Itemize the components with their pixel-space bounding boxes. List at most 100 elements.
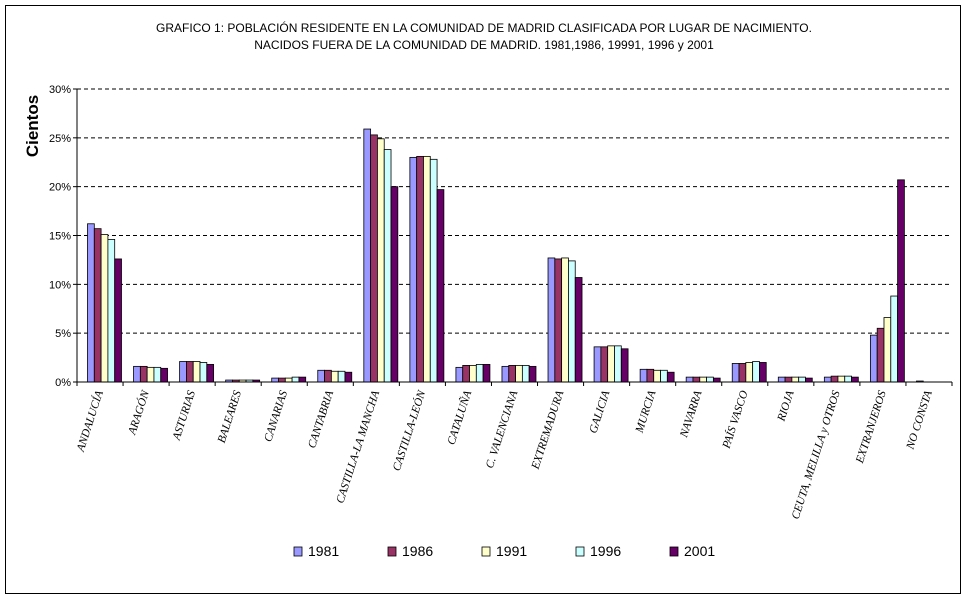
legend-swatch: [293, 546, 303, 557]
bar: [515, 364, 523, 383]
bar: [179, 361, 187, 383]
bar: [160, 367, 168, 383]
bar: [620, 348, 629, 383]
bar: [100, 234, 109, 383]
x-tick-label: CANARIAS: [262, 389, 290, 443]
gridlines: [73, 88, 952, 383]
bar: [666, 371, 675, 383]
legend: 1981 1986 1991 1996 2001: [293, 543, 715, 559]
bar: [501, 365, 510, 383]
bar: [186, 361, 194, 383]
legend-swatch: [481, 546, 491, 557]
bar: [482, 364, 491, 383]
y-tick-label: 25%: [49, 133, 71, 145]
bar: [469, 364, 477, 383]
bar: [692, 376, 701, 383]
legend-label: 1996: [590, 543, 621, 559]
bar: [271, 377, 279, 383]
bar: [390, 186, 399, 383]
bar: [416, 155, 424, 383]
bar: [436, 189, 445, 383]
bar: [614, 345, 622, 383]
bar: [146, 366, 155, 383]
y-tick-label: 20%: [49, 182, 71, 194]
bar: [653, 369, 661, 383]
y-tick-labels: 0% 5% 10% 15% 20% 25% 30%: [49, 84, 71, 389]
bar: [508, 364, 516, 383]
bar: [574, 277, 583, 383]
bar: [759, 362, 767, 383]
x-tick-label: NO CONSTA: [904, 388, 935, 451]
bar: [706, 376, 714, 383]
bar: [93, 228, 102, 383]
bar: [206, 364, 215, 383]
bar: [475, 364, 484, 383]
y-tick-label: 30%: [49, 84, 71, 96]
bar: [528, 365, 537, 383]
legend-swatch: [387, 546, 397, 557]
legend-label: 1991: [496, 543, 527, 559]
x-tick-label: MURCIA: [633, 388, 658, 435]
x-tick-label: EXTREMADURA: [529, 388, 566, 471]
bar: [600, 346, 609, 383]
bar: [798, 376, 806, 383]
bar: [784, 376, 793, 383]
x-tick-label: ASTURIAS: [170, 389, 198, 443]
bar: [337, 370, 346, 383]
bar: [777, 376, 786, 383]
bar: [462, 364, 470, 383]
chart-subtitle: NACIDOS FUERA DE LA COMUNIDAD DE MADRID.…: [254, 38, 714, 52]
bar: [324, 369, 332, 383]
bar: [383, 149, 392, 383]
legend-label: 1981: [308, 543, 339, 559]
y-tick-label: 15%: [49, 231, 71, 243]
x-tick-label: CATALUÑA: [444, 388, 475, 447]
legend-swatch: [575, 546, 585, 557]
bar: [330, 370, 339, 383]
bar: [192, 361, 201, 383]
bar: [107, 239, 116, 383]
bar: [876, 327, 885, 383]
legend-swatch: [669, 546, 679, 557]
x-tick-label: CASTILLA-LEÓN: [389, 387, 429, 472]
bar: [317, 369, 325, 383]
bar: [554, 258, 563, 383]
chart-frame: [5, 5, 961, 594]
bar: [685, 376, 694, 383]
x-tick-label: CASTILLA-LA MANCHA: [334, 388, 382, 505]
legend-label: 2001: [684, 543, 715, 559]
bar: [830, 375, 839, 383]
bar: [521, 364, 530, 383]
bar: [429, 158, 438, 383]
legend-label: 1986: [402, 543, 433, 559]
x-tick-label: CANTABRIA: [306, 388, 336, 450]
bar: [837, 375, 846, 383]
bar: [738, 363, 747, 383]
bar: [731, 363, 740, 383]
bar: [87, 223, 95, 383]
bar: [561, 257, 569, 383]
y-tick-label: 10%: [49, 279, 71, 291]
bar: [805, 377, 813, 383]
bar: [851, 376, 859, 383]
y-axis-label: Cientos: [23, 95, 42, 157]
y-tick-label: 5%: [55, 328, 71, 340]
x-tick-label: RIOJA: [775, 388, 797, 423]
bar: [199, 362, 208, 383]
bar: [370, 134, 378, 383]
bar: [363, 128, 372, 383]
bar: [284, 377, 293, 383]
bar: [455, 366, 464, 383]
x-tick-labels: ANDALUCÍA ARAGÓN ASTURIAS BALEARES CANARIAS C…: [73, 387, 935, 520]
bar: [593, 346, 602, 383]
bar: [409, 156, 418, 383]
chart-title: GRAFICO 1: POBLACIÓN RESIDENTE EN LA COM…: [156, 20, 812, 35]
bar: [883, 317, 892, 383]
bar: [897, 179, 905, 383]
bar: [844, 375, 852, 383]
bar: [712, 377, 721, 383]
bar: [344, 371, 353, 383]
bar: [699, 376, 707, 383]
bar: [823, 376, 832, 383]
